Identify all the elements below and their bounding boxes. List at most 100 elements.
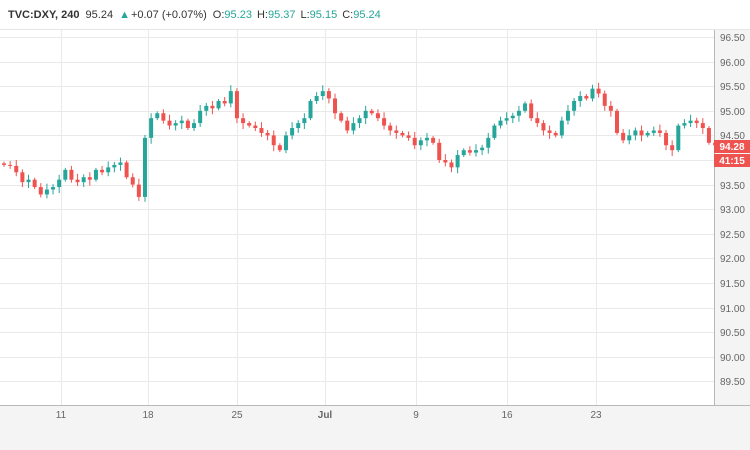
price-tick: 91.00 <box>720 304 745 315</box>
candle <box>449 159 454 173</box>
price-tick: 95.00 <box>720 107 745 118</box>
low-label: L: <box>300 8 310 21</box>
candle <box>179 115 184 130</box>
candle <box>523 101 528 113</box>
candle <box>333 93 338 120</box>
candle <box>185 118 190 130</box>
price-axis[interactable] <box>714 30 750 405</box>
candle <box>375 109 380 122</box>
high-value: 95.37 <box>267 8 296 21</box>
candle <box>192 119 197 131</box>
candle <box>302 113 307 130</box>
candle <box>247 121 252 128</box>
price-tick: 93.50 <box>720 181 745 192</box>
plot-area[interactable] <box>0 30 714 405</box>
candle <box>20 169 25 188</box>
candle <box>474 144 479 157</box>
price-tick: 93.00 <box>720 205 745 216</box>
candle <box>204 102 209 116</box>
candle <box>26 174 31 189</box>
candle <box>602 90 607 111</box>
bar-countdown-label: 41:15 <box>714 154 750 167</box>
candle <box>87 172 92 186</box>
candle <box>645 130 650 138</box>
price-tick: 92.50 <box>720 230 745 241</box>
high-label: H: <box>256 8 268 21</box>
candle <box>565 104 570 125</box>
candle <box>596 82 601 98</box>
candle <box>290 122 295 140</box>
candle <box>130 173 135 188</box>
time-axis[interactable] <box>0 405 750 450</box>
candle <box>651 126 656 136</box>
candle <box>173 120 178 131</box>
candle <box>271 130 276 152</box>
candle <box>437 138 442 163</box>
candle <box>106 161 111 177</box>
candle <box>259 122 264 137</box>
candle <box>529 99 534 122</box>
last-price-label: 94.28 <box>714 140 750 153</box>
price-tick: 96.00 <box>720 58 745 69</box>
candle <box>486 132 491 154</box>
candle <box>241 113 246 130</box>
candle <box>253 121 258 131</box>
candle <box>14 160 19 177</box>
candle <box>8 160 13 169</box>
candle <box>394 125 399 139</box>
candle <box>63 167 68 182</box>
candle <box>467 146 472 156</box>
candle <box>516 105 521 122</box>
last-price: 95.24 <box>85 8 114 21</box>
candle <box>198 104 203 128</box>
candle <box>700 118 705 134</box>
candle <box>44 183 49 199</box>
candle <box>400 130 405 138</box>
open-label: O: <box>212 8 225 21</box>
candle <box>480 144 485 156</box>
candle <box>326 88 331 104</box>
price-change: +0.07 (+0.07%) <box>130 8 207 21</box>
candle <box>124 160 129 180</box>
legend-header: TVC:DXY, 240 95.24 ▲ +0.07 (+0.07%) O: 95… <box>0 0 750 30</box>
candle <box>210 100 215 115</box>
candle <box>694 117 699 129</box>
candle <box>615 108 619 135</box>
candle <box>345 116 350 134</box>
candle <box>492 123 497 140</box>
candle <box>621 129 626 144</box>
candle <box>142 134 147 202</box>
candle <box>382 112 387 130</box>
candle <box>657 124 662 137</box>
symbol-interval[interactable]: TVC:DXY, 240 <box>8 8 80 21</box>
candle <box>541 120 546 136</box>
candle <box>388 122 393 136</box>
candle <box>664 129 669 151</box>
price-tick: 96.50 <box>720 33 745 44</box>
close-value: 95.24 <box>353 8 381 21</box>
candle <box>32 177 37 190</box>
candle <box>706 126 711 145</box>
time-tick: 23 <box>590 410 602 421</box>
price-tick: 91.50 <box>720 279 745 290</box>
time-tick: 11 <box>56 410 67 421</box>
candle <box>627 129 632 145</box>
candle <box>572 98 577 116</box>
candle <box>363 105 368 125</box>
time-tick: Jul <box>318 410 333 421</box>
candle <box>38 183 43 198</box>
candle <box>431 135 436 145</box>
candle <box>51 184 56 195</box>
candle <box>670 140 675 157</box>
candle <box>283 131 288 154</box>
candle <box>149 113 154 144</box>
time-axis-ticks: 11 18 25 Jul 9 16 23 <box>56 410 602 421</box>
candle <box>510 112 515 124</box>
last-price-value: 94.28 <box>719 142 744 153</box>
candle <box>136 178 141 201</box>
candle <box>498 116 503 129</box>
candle <box>682 119 687 129</box>
candle <box>559 116 564 139</box>
candle <box>424 132 429 147</box>
